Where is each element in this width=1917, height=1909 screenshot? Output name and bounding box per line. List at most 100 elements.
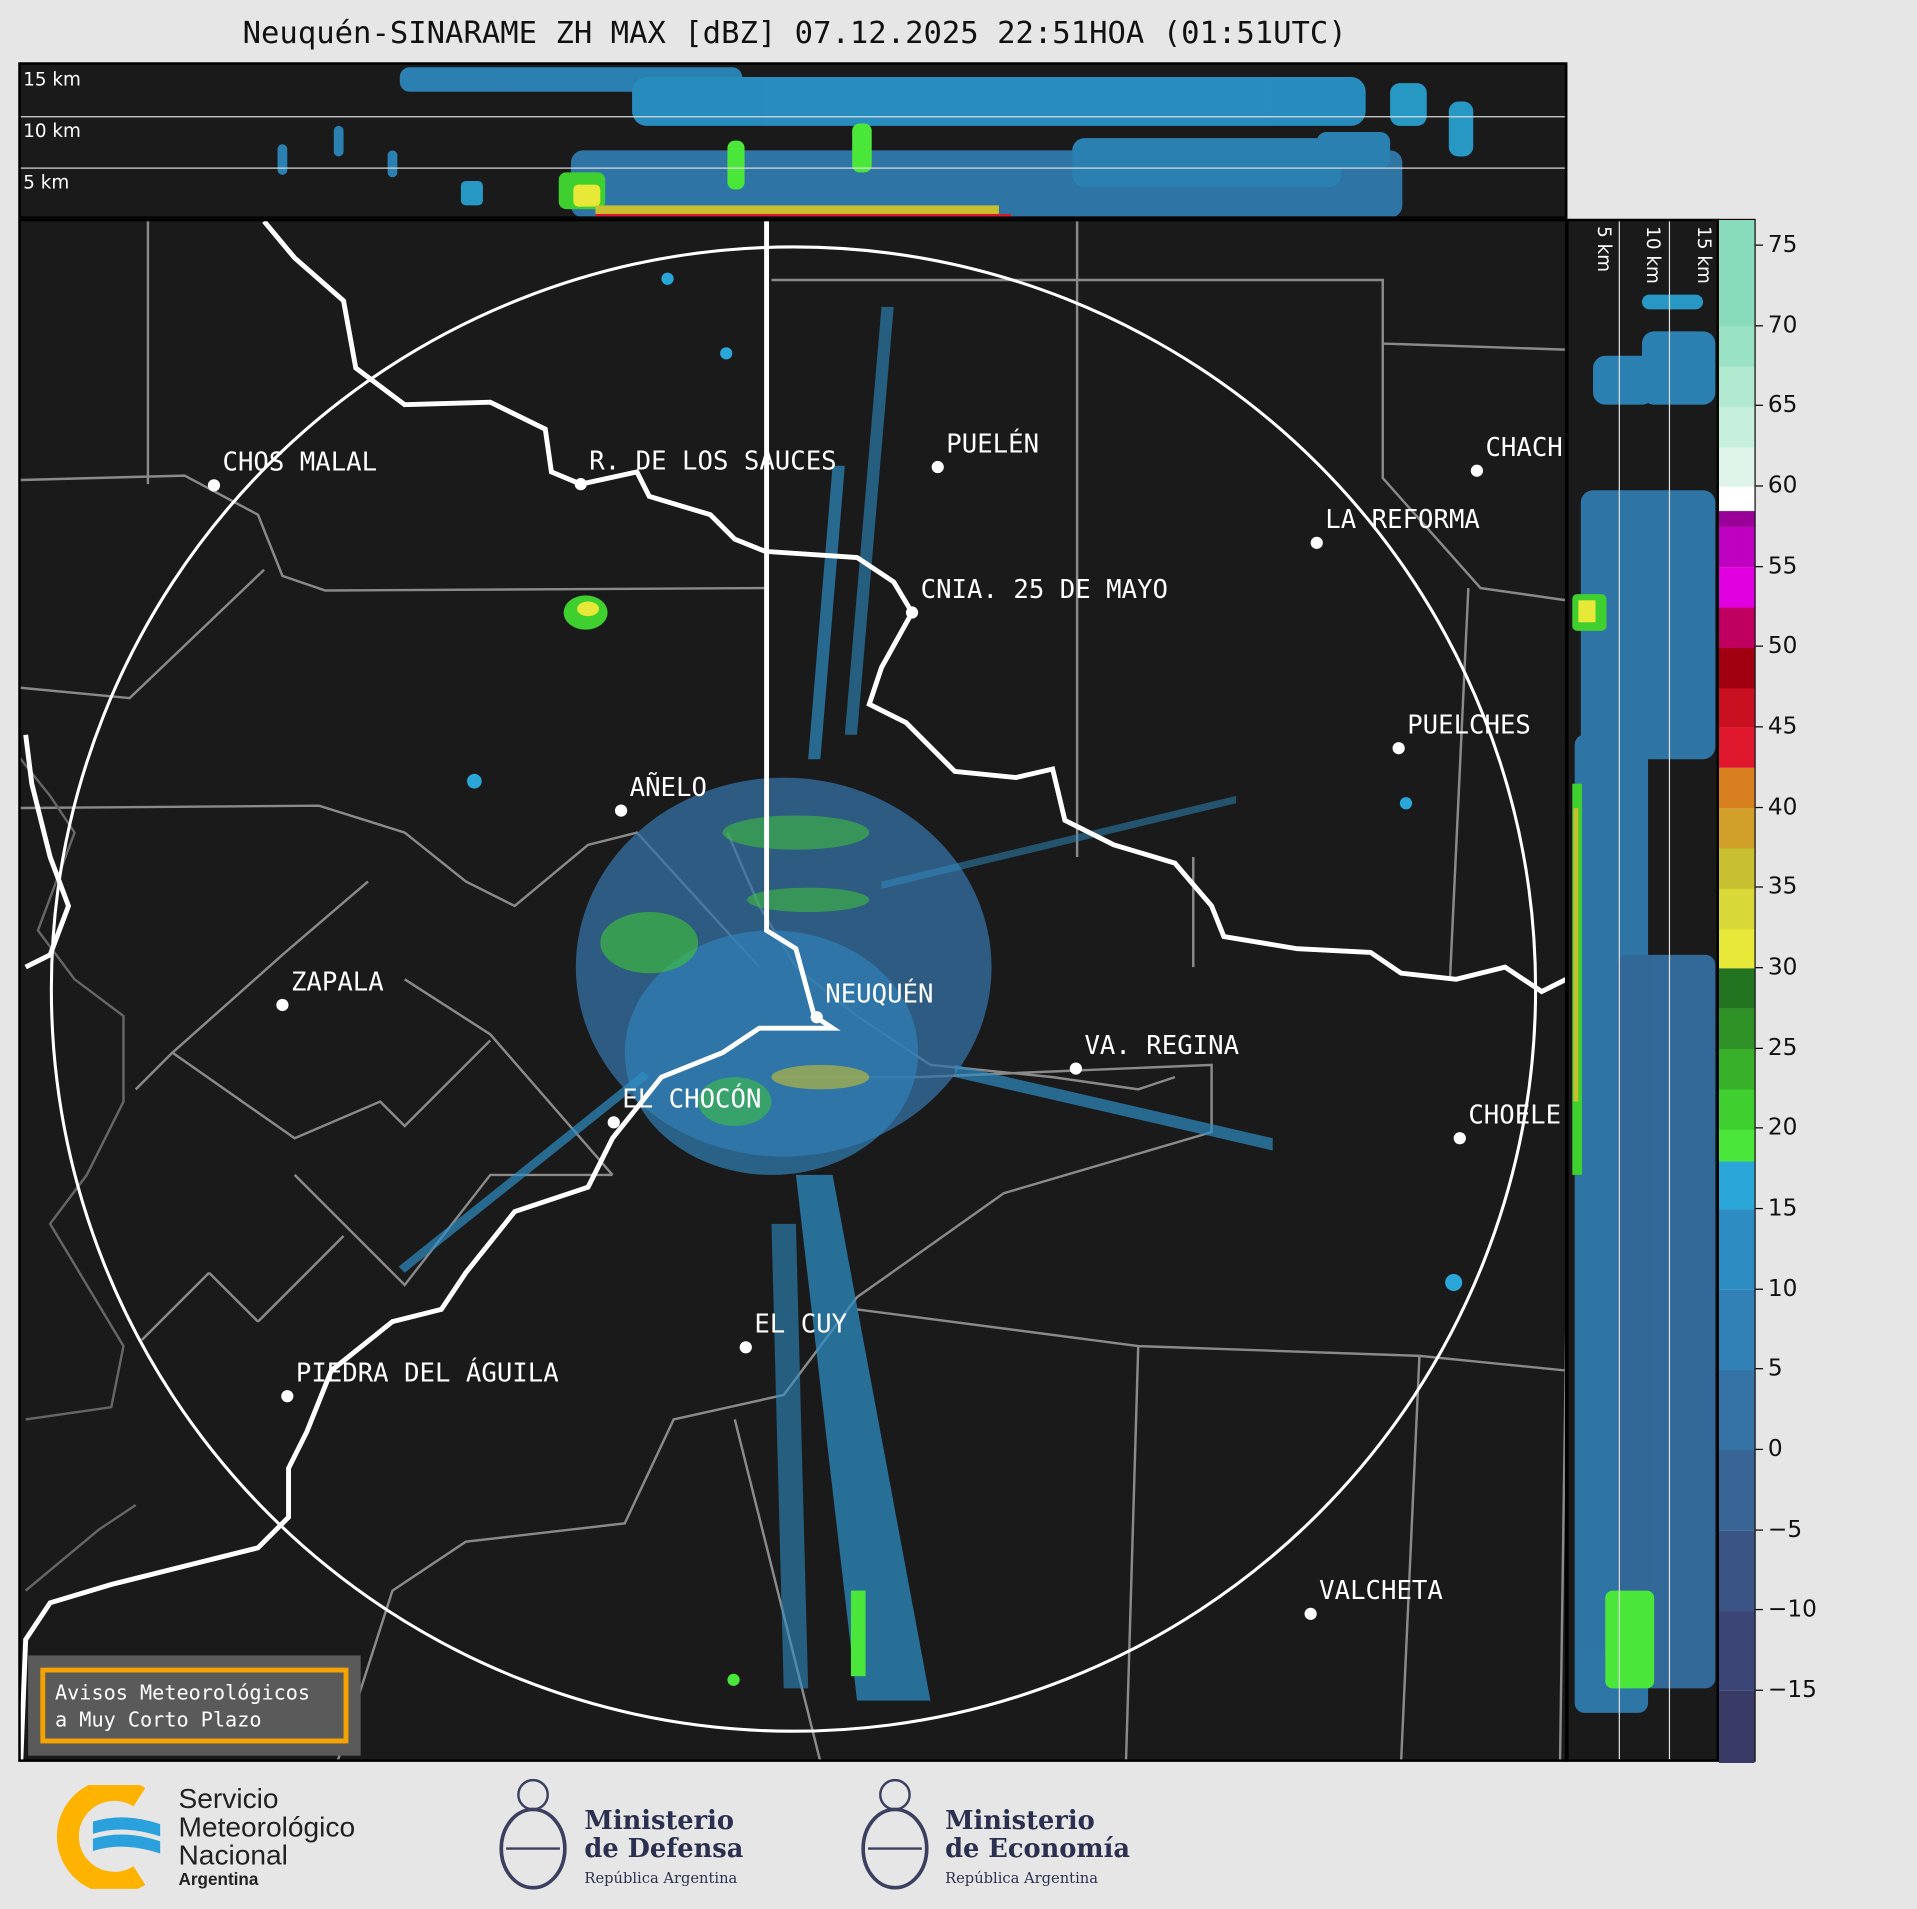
- colorbar-band: [1718, 1449, 1755, 1531]
- colorbar-tick-label: 35: [1767, 873, 1798, 901]
- smn-logo-text: Servicio Meteorológico Nacional Argentin…: [178, 1782, 355, 1889]
- colorbar-tick-label: 65: [1767, 391, 1798, 419]
- ministerio-economia-logo: Ministerio de Economía República Argenti…: [945, 1806, 1130, 1893]
- radar-map[interactable]: CHOS MALAL R. DE LOS SAUCES PUELÉN CHACH LA …: [18, 218, 1568, 1762]
- height-line-5km: [1618, 221, 1620, 1760]
- coat-of-arms-icon: [861, 1778, 929, 1890]
- aviso-line1: Avisos Meteorológicos: [55, 1681, 311, 1705]
- logo-line: de Defensa: [584, 1832, 744, 1864]
- smn-line: Nacional: [178, 1838, 288, 1871]
- colorbar-tick-label: 50: [1767, 632, 1798, 660]
- city-marker-icon: [1453, 1132, 1466, 1145]
- city-marker-icon: [614, 804, 628, 817]
- logo-subtitle: República Argentina: [584, 1869, 738, 1887]
- colorbar-tick: [1755, 1368, 1763, 1370]
- colorbar-tick: [1755, 1207, 1763, 1210]
- smn-logo-icon: [56, 1784, 161, 1889]
- colorbar-band: [1718, 1088, 1755, 1130]
- city-marker-icon: [607, 1116, 620, 1129]
- logo-subtitle: República Argentina: [945, 1869, 1098, 1887]
- city-marker-icon: [574, 478, 587, 491]
- city-label: R. DE LOS SAUCES: [589, 446, 837, 476]
- city-label: VALCHETA: [1319, 1575, 1443, 1606]
- smn-line: Argentina: [178, 1869, 259, 1889]
- colorbar-band: [1718, 510, 1755, 528]
- map-layers: [20, 221, 1565, 1760]
- colorbar-tick: [1755, 1127, 1763, 1129]
- city-label: CNIA. 25 DE MAYO: [920, 574, 1168, 604]
- city-label: CHACH: [1485, 432, 1563, 463]
- colorbar-tick-label: 5: [1767, 1354, 1783, 1382]
- colorbar-band: [1718, 928, 1755, 969]
- height-label: 5 km: [1593, 226, 1616, 273]
- radar-range-ring: [49, 245, 1538, 1733]
- height-label: 15 km: [23, 68, 81, 91]
- height-label: 5 km: [23, 171, 70, 194]
- city-marker-icon: [810, 1011, 823, 1024]
- colorbar-tick: [1755, 726, 1763, 728]
- colorbar-tick: [1755, 1689, 1763, 1691]
- colorbar-tick-label: 45: [1767, 712, 1798, 740]
- colorbar-tick-label: 10: [1767, 1274, 1798, 1302]
- city-marker-icon: [739, 1341, 752, 1354]
- height-label: 10 km: [1641, 226, 1664, 284]
- colorbar-band: [1718, 1610, 1755, 1692]
- city-label: PUELCHES: [1407, 710, 1531, 740]
- colorbar-band: [1718, 486, 1755, 512]
- city-label: ZAPALA: [290, 967, 384, 997]
- colorbar-tick-label: 75: [1767, 231, 1798, 258]
- side-cross-section-panel: 5 km 10 km 15 km: [1566, 218, 1719, 1762]
- logo-line: Ministerio: [584, 1804, 735, 1836]
- chart-title: Neuquén-SINARAME ZH MAX [dBZ] 07.12.2025…: [242, 14, 1347, 51]
- colorbar-tick: [1755, 244, 1763, 246]
- smn-line: Servicio: [178, 1782, 279, 1815]
- colorbar-band: [1718, 1289, 1755, 1371]
- logo-line: de Economía: [945, 1832, 1130, 1864]
- colorbar-tick: [1755, 565, 1763, 567]
- colorbar-tick: [1755, 1047, 1763, 1049]
- city-label: EL CUY: [754, 1309, 848, 1339]
- height-line-10km: [20, 167, 1565, 169]
- city-label: VA. REGINA: [1084, 1030, 1240, 1060]
- city-label: CHOELE: [1468, 1100, 1562, 1130]
- city-label: AÑELO: [629, 772, 707, 803]
- aviso-line2: a Muy Corto Plazo: [55, 1707, 262, 1732]
- colorbar-band: [1718, 1530, 1755, 1612]
- city-marker-icon: [931, 460, 944, 474]
- colorbar-tick-label: 70: [1767, 311, 1798, 339]
- colorbar-tick-label: −10: [1767, 1595, 1817, 1623]
- colorbar-band: [1718, 968, 1755, 1009]
- coat-of-arms-icon: [499, 1778, 567, 1890]
- colorbar-band: [1718, 1008, 1755, 1050]
- city-marker-icon: [281, 1390, 294, 1403]
- ministerio-defensa-logo: Ministerio de Defensa República Argentin…: [584, 1806, 743, 1893]
- colorbar-tick-label: 20: [1767, 1114, 1798, 1142]
- colorbar-band: [1718, 767, 1755, 809]
- city-label: NEUQUÉN: [825, 979, 934, 1009]
- city-label: CHOS MALAL: [222, 447, 378, 477]
- colorbar-tick-label: 55: [1767, 552, 1798, 580]
- colorbar-tick: [1755, 806, 1763, 808]
- colorbar-band: [1718, 727, 1755, 769]
- colorbar-tick: [1755, 1448, 1763, 1450]
- side-echoes: [1572, 294, 1716, 1713]
- top-echoes: [277, 67, 1474, 217]
- colorbar-band: [1718, 1369, 1755, 1451]
- colorbar-tick: [1755, 485, 1763, 487]
- colorbar-tick-label: 25: [1767, 1033, 1798, 1061]
- colorbar-tick: [1755, 405, 1763, 407]
- colorbar-band: [1718, 406, 1755, 448]
- city-marker-icon: [1470, 464, 1484, 477]
- colorbar-band: [1718, 1160, 1755, 1210]
- colorbar-band: [1718, 220, 1755, 327]
- colorbar-band: [1718, 887, 1755, 929]
- colorbar-tick: [1755, 967, 1763, 969]
- colorbar-band: [1718, 807, 1755, 849]
- radar-echoes: [398, 272, 1463, 1701]
- city-marker-icon: [207, 479, 221, 492]
- colorbar-band: [1718, 687, 1755, 729]
- colorbar-tick-label: −15: [1767, 1676, 1817, 1703]
- city-label: PIEDRA DEL ÁGUILA: [295, 1358, 559, 1388]
- aviso-box[interactable]: Avisos Meteorológicos a Muy Corto Plazo: [28, 1655, 361, 1756]
- colorbar-band: [1718, 847, 1755, 889]
